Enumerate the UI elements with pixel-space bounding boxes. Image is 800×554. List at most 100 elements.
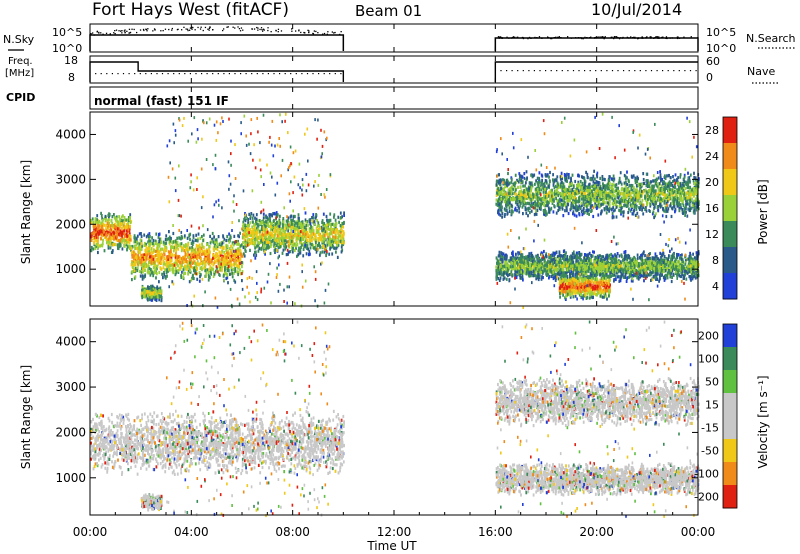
range-cell	[589, 190, 591, 195]
range-cell	[666, 209, 669, 213]
range-cell	[659, 188, 662, 192]
freq-tick-low: 8	[68, 71, 75, 84]
range-cell	[147, 294, 149, 298]
range-cell	[553, 186, 556, 190]
nsky-label: N.Sky	[3, 33, 35, 46]
range-cell	[140, 232, 142, 236]
range-cell	[214, 241, 216, 245]
range-cell	[586, 211, 589, 215]
range-cell	[652, 179, 654, 183]
range-cell	[106, 241, 108, 245]
range-cell	[148, 243, 151, 247]
range-cell	[323, 222, 325, 226]
range-cell	[214, 260, 217, 264]
range-cell	[250, 234, 253, 238]
range-cell	[181, 236, 184, 240]
range-cell	[599, 184, 602, 189]
nave-sample	[223, 73, 225, 75]
range-cell	[160, 256, 163, 260]
range-cell	[216, 258, 218, 262]
range-cell	[180, 275, 183, 279]
range-cell	[288, 242, 290, 246]
range-cell	[674, 197, 677, 201]
noise-sample	[522, 37, 525, 40]
range-cell	[198, 271, 201, 275]
noise-sample	[262, 28, 265, 30]
range-cell	[617, 186, 619, 190]
range-cell	[583, 189, 586, 193]
range-cell	[526, 201, 529, 205]
range-cell	[243, 238, 246, 242]
range-cell	[321, 219, 324, 223]
range-cell	[600, 203, 602, 207]
range-cell	[154, 241, 157, 245]
range-cell	[605, 201, 607, 205]
range-cell	[267, 217, 270, 221]
range-cell	[555, 191, 558, 195]
range-cell	[327, 221, 330, 225]
nave-sample	[167, 73, 169, 75]
range-cell	[128, 241, 131, 245]
range-cell	[523, 199, 526, 203]
range-cell	[244, 249, 247, 253]
range-cell	[150, 298, 153, 302]
range-cell	[562, 203, 564, 207]
range-cell	[107, 226, 110, 231]
range-cell	[322, 240, 325, 244]
range-cell	[224, 252, 226, 257]
range-cell	[163, 273, 166, 277]
range-cell	[207, 270, 210, 275]
range-cell	[140, 258, 143, 262]
range-cell	[140, 267, 143, 271]
range-cell	[682, 183, 684, 187]
range-cell	[146, 289, 148, 294]
range-cell	[579, 180, 582, 184]
range-cell	[215, 238, 218, 242]
range-cell	[309, 252, 311, 256]
range-cell	[577, 180, 580, 184]
noise-sample	[534, 36, 536, 39]
nave-sample	[500, 70, 502, 72]
range-cell	[527, 192, 529, 196]
noise-sample	[671, 37, 673, 39]
range-cell	[557, 202, 560, 206]
range-cell	[108, 240, 110, 244]
range-cell	[134, 240, 137, 244]
range-cell	[210, 272, 212, 276]
range-cell	[261, 232, 264, 236]
range-cell	[202, 252, 205, 256]
range-cell	[291, 250, 294, 254]
range-cell	[503, 179, 506, 183]
range-cell	[109, 236, 112, 240]
range-cell	[247, 226, 250, 230]
range-cell	[160, 261, 163, 265]
range-cell	[129, 213, 132, 217]
noise-sample	[153, 28, 156, 30]
range-cell	[601, 199, 604, 203]
range-cell	[260, 224, 263, 228]
range-cell	[542, 182, 544, 186]
range-cell	[340, 250, 343, 254]
noise-sample	[589, 37, 591, 39]
range-cell	[685, 198, 687, 203]
range-cell	[244, 242, 247, 246]
range-cell	[564, 190, 566, 194]
range-cell	[279, 214, 281, 218]
range-cell	[511, 209, 513, 213]
range-cell	[332, 245, 334, 249]
range-cell	[197, 248, 199, 252]
noise-sample	[263, 29, 265, 31]
range-cell	[113, 213, 115, 217]
range-cell	[208, 248, 210, 252]
range-cell	[588, 201, 591, 205]
range-cell	[101, 219, 104, 223]
range-cell	[138, 232, 141, 236]
range-cell	[175, 262, 178, 266]
range-cell	[634, 181, 637, 185]
range-cell	[641, 202, 643, 206]
nave-sample	[195, 73, 197, 75]
range-cell	[525, 211, 528, 215]
range-cell	[185, 260, 187, 264]
range-cell	[140, 245, 142, 249]
range-cell	[336, 240, 339, 244]
